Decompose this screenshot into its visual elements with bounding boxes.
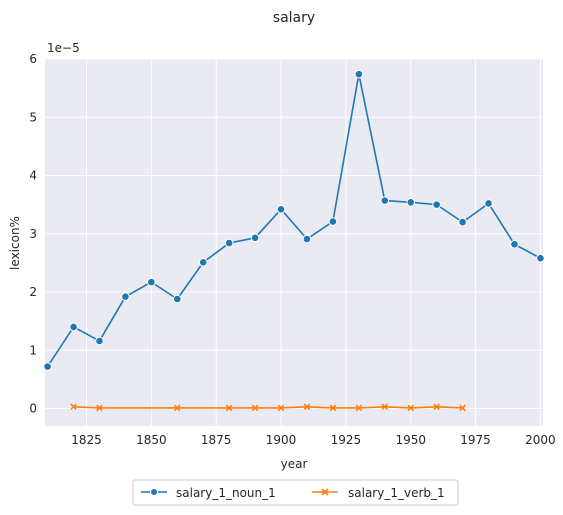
- data-point: [198, 258, 208, 267]
- legend-verb-marker: [321, 488, 329, 496]
- data-point: [251, 404, 259, 412]
- y-tick-label: 5: [29, 110, 37, 124]
- data-point: [355, 404, 363, 412]
- x-tick-label: 1900: [266, 433, 297, 447]
- legend: salary_1_noun_1 salary_1_verb_1: [132, 479, 459, 506]
- data-point: [96, 404, 103, 412]
- x-tick-label: 1950: [395, 433, 426, 447]
- y-tick-label: 0: [29, 402, 37, 416]
- data-point: [172, 294, 182, 304]
- data-point: [459, 404, 466, 412]
- x-tick-label: 1925: [331, 433, 362, 447]
- x-tick-label: 1850: [136, 433, 167, 447]
- y-axis-label: lexicon%: [8, 216, 22, 270]
- axis-ticks: 1825 1850 1875 1900 1925 1950 1975 2000 0 1 2 3 4 5 6: [29, 52, 555, 447]
- data-point: [250, 233, 260, 243]
- data-point: [432, 200, 441, 209]
- data-point: [69, 322, 78, 332]
- data-point: [458, 217, 467, 227]
- data-point: [276, 204, 286, 214]
- data-point: [121, 292, 130, 301]
- series-salary_1_verb_1: [70, 403, 466, 412]
- data-point: [174, 404, 181, 412]
- data-point: [303, 403, 311, 411]
- y-tick-label: 1: [29, 343, 37, 357]
- x-tick-label: 1875: [201, 433, 232, 447]
- data-point: [224, 238, 234, 248]
- x-axis-label: year: [281, 457, 308, 471]
- data-point: [147, 277, 156, 287]
- chart-title: salary: [273, 10, 315, 26]
- data-point: [277, 404, 285, 412]
- series-layer: [43, 69, 545, 412]
- x-tick-label: 2000: [525, 433, 556, 447]
- data-point: [510, 239, 519, 249]
- grid-lines: [45, 58, 543, 426]
- data-point: [225, 404, 233, 412]
- y-tick-label: 6: [29, 52, 37, 66]
- data-point: [329, 404, 337, 412]
- x-tick-label: 1975: [460, 433, 491, 447]
- data-point: [43, 362, 52, 371]
- data-point: [381, 403, 389, 411]
- legend-verb-label: salary_1_verb_1: [348, 486, 445, 500]
- data-point: [433, 403, 440, 411]
- y-tick-label: 4: [29, 169, 37, 183]
- data-point: [407, 404, 414, 412]
- plot-area: [45, 59, 543, 426]
- data-point: [380, 196, 390, 205]
- data-point: [95, 336, 104, 346]
- series-salary_1_noun_1: [43, 69, 545, 371]
- legend-noun-marker: [150, 488, 158, 496]
- data-point: [302, 234, 312, 244]
- series-line: [46, 73, 541, 368]
- data-point: [536, 253, 545, 263]
- y-tick-label: 2: [29, 285, 37, 299]
- x-tick-label: 1825: [71, 433, 102, 447]
- data-point: [70, 403, 77, 411]
- data-point: [328, 217, 338, 226]
- data-point: [354, 69, 364, 79]
- legend-noun-label: salary_1_noun_1: [176, 486, 276, 500]
- y-tick-label: 3: [29, 227, 37, 241]
- y-offset-label: 1e−5: [47, 41, 80, 55]
- legend-box: [132, 479, 459, 506]
- data-point: [406, 198, 416, 207]
- data-point: [484, 199, 493, 208]
